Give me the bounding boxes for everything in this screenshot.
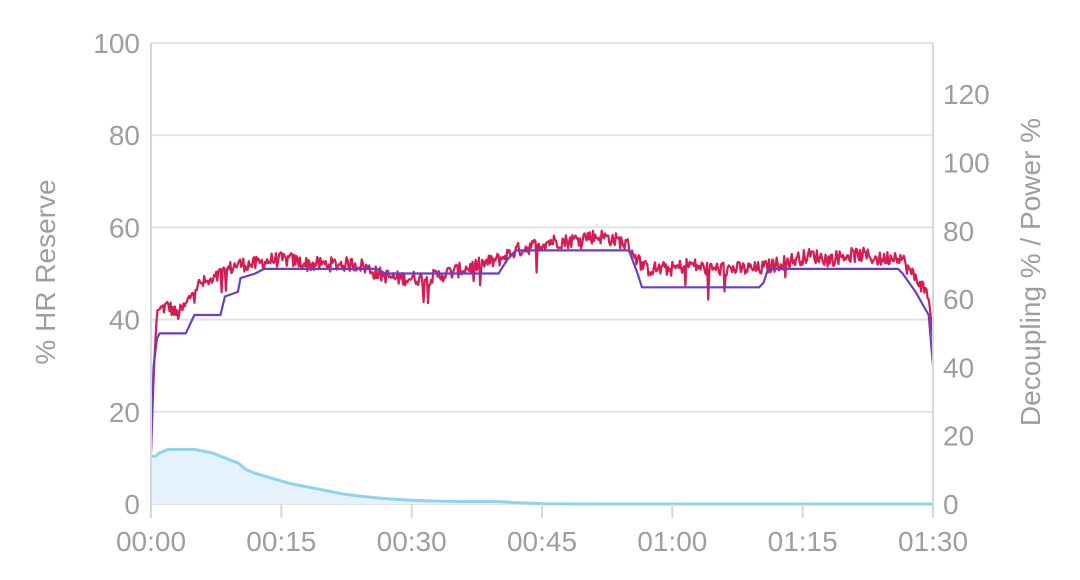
x-axis-ticks: 00:00 00:15 00:30 00:45 01:00 01:15 01:30 [116, 504, 968, 557]
x-tick-label: 00:00 [116, 526, 186, 557]
x-tick-label: 00:15 [246, 526, 316, 557]
x-tick-label: 00:45 [507, 526, 577, 557]
power-line [149, 229, 935, 454]
right-tick-label: 60 [943, 284, 974, 315]
x-tick-label: 01:30 [898, 526, 968, 557]
left-axis-title: % HR Reserve [30, 179, 61, 364]
right-tick-label: 40 [943, 352, 974, 383]
right-tick-label: 0 [943, 489, 959, 520]
right-tick-label: 80 [943, 216, 974, 247]
x-tick-label: 00:30 [377, 526, 447, 557]
gridlines [151, 42, 933, 505]
left-tick-label: 0 [124, 489, 140, 520]
left-tick-label: 20 [109, 397, 140, 428]
series-lines [149, 229, 935, 454]
right-tick-label: 20 [943, 421, 974, 452]
right-tick-label: 100 [943, 148, 990, 179]
decoupling-area-fill [151, 449, 933, 504]
right-axis-title: Decoupling % / Power % [1015, 118, 1046, 426]
plot-frame [150, 43, 934, 504]
x-tick-label: 01:15 [768, 526, 838, 557]
left-tick-label: 80 [109, 120, 140, 151]
hr-reserve-line [149, 249, 935, 449]
x-tick-label: 01:00 [637, 526, 707, 557]
left-tick-label: 60 [109, 212, 140, 243]
decoupling-area [151, 447, 933, 506]
right-axis-ticks: 0 20 40 60 80 100 120 [943, 79, 990, 520]
decoupling-line [151, 447, 933, 506]
left-tick-label: 40 [109, 305, 140, 336]
right-tick-label: 120 [943, 79, 990, 110]
left-tick-label: 100 [93, 28, 140, 59]
left-axis-ticks: 0 20 40 60 80 100 [93, 28, 140, 520]
